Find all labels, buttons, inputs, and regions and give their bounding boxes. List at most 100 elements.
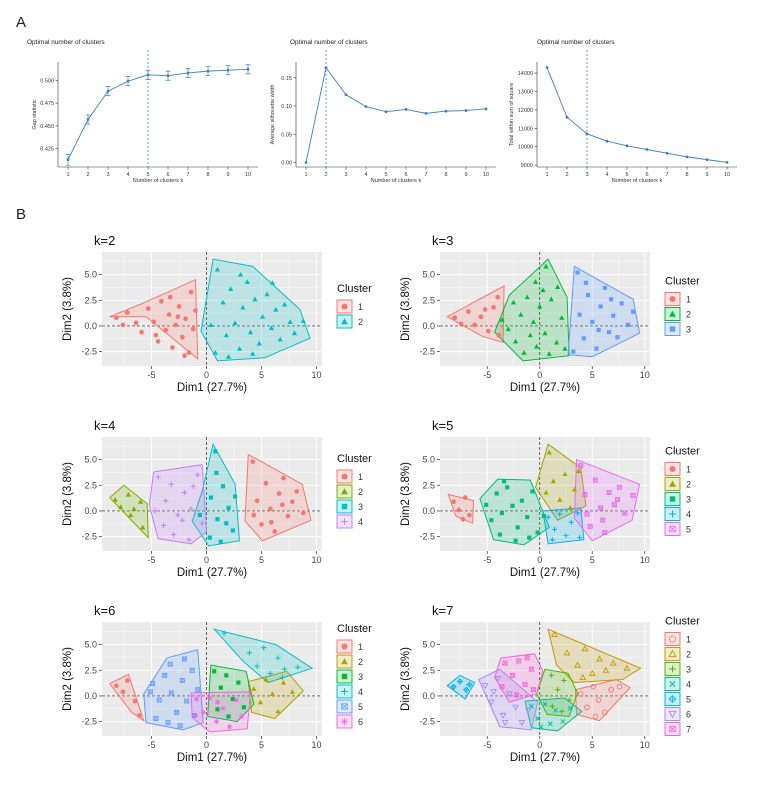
cluster-point	[530, 319, 537, 324]
cluster-plot-3: k=3 -5 0 5 10 -2.5 0.0 2.5 5.0 Dim1 (27.7%) Dim2 (…	[400, 233, 700, 394]
cluster-point	[630, 493, 636, 499]
cluster-point	[125, 491, 131, 497]
cluster-point	[250, 351, 256, 356]
cluster-point	[543, 263, 549, 269]
cluster-point	[497, 532, 502, 537]
cluster-point	[598, 505, 604, 511]
cluster-point	[530, 489, 535, 494]
cluster-point	[281, 475, 286, 481]
y-tick-label: -2.5	[81, 717, 97, 727]
legend-label: 2	[358, 657, 363, 667]
cluster-point	[548, 672, 554, 679]
cluster-point	[617, 484, 623, 490]
cluster-point	[200, 709, 206, 715]
y-axis-label: Dim2 (3.8%)	[62, 277, 74, 341]
cluster-point	[213, 719, 219, 725]
x-axis-label: Number of clusters k	[612, 178, 663, 184]
data-point	[605, 139, 609, 143]
cluster-point	[553, 339, 560, 345]
y-tick-label: 0.500	[40, 78, 54, 84]
chart-title: Optimal number of clusters	[27, 39, 105, 46]
cluster-point	[139, 329, 144, 335]
cluster-point	[251, 686, 257, 691]
cluster-point	[518, 312, 524, 317]
x-tick-label: 2	[324, 172, 327, 178]
plot-title: k=5	[432, 418, 453, 433]
cluster-point	[495, 294, 501, 300]
data-point	[186, 71, 190, 75]
cluster-point	[538, 724, 544, 730]
cluster-point	[168, 481, 174, 487]
cluster-point	[215, 517, 220, 522]
cluster-point	[175, 512, 181, 518]
x-axis-label: Dim1 (27.7%)	[177, 382, 247, 394]
data-point	[424, 111, 428, 115]
cluster-point	[499, 712, 507, 719]
cluster-point	[163, 498, 169, 504]
y-tick-label: -2.5	[419, 717, 435, 727]
cluster-point	[460, 516, 466, 522]
x-tick-label: -5	[483, 370, 491, 380]
cluster-point	[341, 473, 348, 480]
cluster-point	[577, 691, 584, 697]
cluster-hull-3	[191, 442, 241, 547]
x-tick-label: 3	[585, 172, 588, 178]
y-axis-label: Dim2 (3.8%)	[400, 277, 412, 341]
cluster-point	[188, 289, 194, 295]
cluster-hull-1	[109, 278, 199, 360]
x-axis-label: Dim1 (27.7%)	[177, 567, 247, 579]
cluster-point	[161, 522, 167, 528]
cluster-point	[513, 538, 518, 543]
cluster-point	[168, 690, 174, 696]
cluster-point	[263, 676, 269, 682]
legend-label: 3	[686, 325, 691, 335]
cluster-point	[223, 332, 229, 338]
cluster-point	[602, 530, 608, 535]
cluster-point	[456, 507, 462, 513]
cluster-point	[592, 477, 598, 483]
x-tick-label: 5	[590, 555, 595, 565]
cluster-hull-4	[212, 628, 314, 684]
cluster-point	[512, 704, 519, 711]
cluster-point	[182, 656, 187, 662]
x-tick-label: 6	[645, 172, 648, 178]
legend-label: 7	[686, 725, 691, 735]
cluster-point	[668, 649, 677, 658]
cluster-plot-5: k=5 -5 0 5 10 -2.5 0.0 2.5 5.0 Dim1 (27.7%) Dim2 (…	[400, 418, 700, 579]
cluster-point	[227, 724, 233, 730]
x-tick-label: 9	[705, 172, 708, 178]
x-tick-label: 5	[590, 740, 595, 750]
cluster-hull-4	[524, 697, 583, 732]
cluster-point	[631, 309, 636, 314]
cluster-point	[594, 346, 599, 351]
cluster-point	[501, 479, 507, 484]
x-tick-label: 0	[537, 370, 542, 380]
cluster-hull-1	[574, 678, 631, 722]
data-point	[464, 109, 468, 112]
cluster-plot-4: k=4 -5 0 5 10 -2.5 0.0 2.5 5.0 Dim1 (27.7%) Dim2 (…	[62, 418, 372, 579]
cluster-point	[466, 309, 471, 314]
cluster-point	[214, 266, 221, 272]
cluster-point	[545, 514, 551, 520]
cluster-point	[230, 696, 235, 702]
legend-label: 1	[358, 472, 363, 482]
data-point	[625, 144, 629, 148]
x-tick-label: 5	[259, 740, 264, 750]
cluster-point	[120, 689, 126, 695]
y-axis-label: Dim2 (3.8%)	[62, 462, 74, 526]
plot-title: k=3	[432, 233, 453, 248]
y-tick-label: 2.5	[84, 480, 97, 490]
x-tick-label: -5	[147, 740, 155, 750]
x-tick-label: 3	[344, 172, 347, 178]
cluster-point	[176, 304, 182, 309]
legend-label: 5	[358, 702, 363, 712]
cluster-point	[244, 279, 250, 284]
cluster-point	[535, 716, 541, 721]
y-tick-label: 0.0	[84, 321, 97, 331]
cluster-point	[546, 351, 552, 356]
data-point	[246, 67, 250, 71]
cluster-point	[581, 336, 586, 341]
cluster-point	[669, 295, 676, 303]
cluster-point	[282, 301, 288, 307]
cluster-point	[541, 514, 547, 519]
